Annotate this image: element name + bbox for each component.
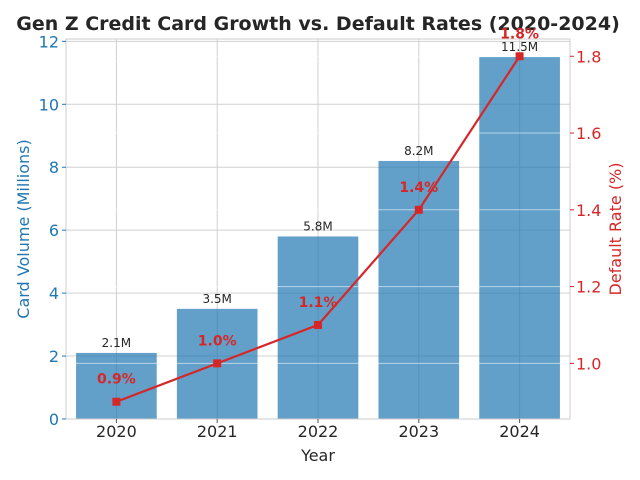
bars: [76, 57, 560, 419]
default-rate-marker-2024: [515, 52, 524, 61]
default-rate-marker-2021: [213, 359, 222, 368]
bar-value-label: 2.1M: [102, 336, 131, 350]
axes: 0 2 4 6 8 10 12 1.0 1.2 1.4 1.6 1.8 2020 2021 2022 2023…: [39, 32, 602, 441]
x-axis-label: Year: [300, 446, 335, 465]
bar-value-label: 11.5M: [501, 40, 538, 54]
tick-label-x: 2021: [197, 422, 238, 441]
tick-label-left: 0: [49, 410, 59, 429]
default-rate-label: 1.8%: [500, 26, 539, 42]
tick-label-x: 2024: [499, 422, 540, 441]
bar-2023: [378, 160, 460, 419]
bar-value-label: 8.2M: [404, 144, 433, 158]
y-axis-label-right: Default Rate (%): [606, 162, 625, 295]
y-axis-label-left: Card Volume (Millions): [14, 139, 33, 318]
tick-label-x: 2020: [96, 422, 137, 441]
default-rate-label: 1.4%: [399, 180, 438, 196]
default-rate-line: [66, 52, 570, 406]
tick-label-left: 10: [39, 95, 59, 114]
tick-label-right: 1.6: [576, 124, 601, 143]
tick-label-x: 2022: [298, 422, 339, 441]
bar-2020: [76, 352, 157, 419]
tick-label-left: 8: [49, 158, 59, 177]
tick-label-right: 1.0: [576, 354, 601, 373]
default-rate-label: 1.0%: [198, 333, 237, 349]
tick-label-left: 2: [49, 347, 59, 366]
tick-label-right: 1.4: [576, 201, 601, 220]
bar-value-label: 3.5M: [202, 292, 231, 306]
default-rate-marker-2020: [112, 397, 121, 406]
default-rate-marker-2022: [314, 320, 322, 329]
default-rate-label: 0.9%: [97, 372, 136, 388]
default-rate-marker-2023: [414, 205, 423, 214]
bar-value-label: 5.8M: [303, 219, 332, 233]
tick-label-left: 6: [49, 221, 59, 240]
bar-2024: [479, 57, 560, 419]
data-labels: 2.1M 3.5M 5.8M 8.2M 11.5M 0.9% 1.0% 1.1% 1.4% 1.8…: [97, 26, 539, 387]
tick-label-right: 1.8: [576, 47, 601, 66]
tick-label-x: 2023: [398, 422, 439, 441]
default-rate-label: 1.1%: [299, 295, 338, 311]
chart-title: Gen Z Credit Card Growth vs. Default Rat…: [16, 13, 620, 35]
tick-label-left: 12: [39, 32, 59, 51]
tick-label-left: 4: [49, 284, 59, 303]
tick-label-right: 1.2: [576, 278, 601, 297]
